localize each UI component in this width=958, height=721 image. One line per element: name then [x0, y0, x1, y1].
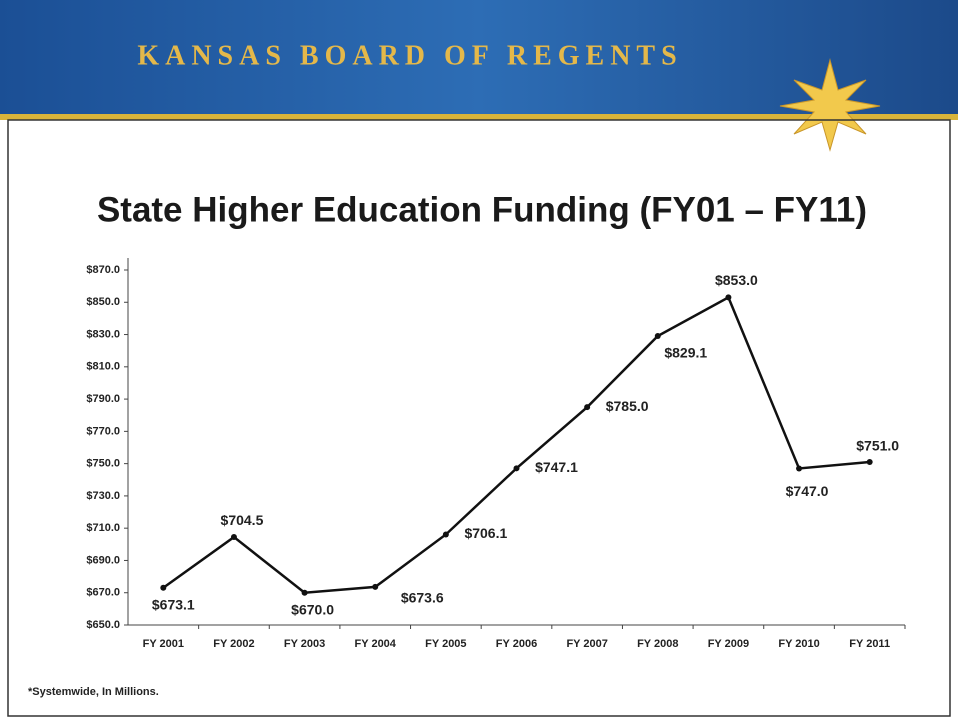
value-label: $747.1	[535, 459, 578, 475]
data-point	[230, 534, 237, 541]
data-point	[442, 531, 449, 538]
header-title: KANSAS BOARD OF REGENTS	[137, 40, 682, 71]
value-label: $673.1	[152, 596, 195, 612]
value-label: $785.0	[606, 398, 649, 414]
slide-border	[7, 119, 951, 717]
x-tick-label: FY 2005	[425, 638, 466, 650]
y-tick-label: $670.0	[86, 587, 120, 599]
data-point	[513, 465, 520, 472]
value-label: $829.1	[664, 345, 707, 361]
data-point	[301, 589, 308, 596]
data-point	[725, 294, 732, 301]
header-band	[0, 0, 958, 114]
header-rule	[0, 114, 958, 120]
value-label: $673.6	[401, 590, 444, 606]
value-label: $751.0	[856, 438, 899, 454]
x-tick-label: FY 2008	[637, 638, 678, 650]
y-tick-label: $870.0	[86, 264, 120, 276]
value-label: $706.1	[464, 525, 507, 541]
y-tick-label: $790.0	[86, 393, 120, 405]
value-label: $670.0	[291, 601, 334, 617]
y-tick-label: $650.0	[86, 619, 120, 631]
x-tick-label: FY 2009	[708, 638, 749, 650]
footnote: *Systemwide, In Millions.	[28, 686, 159, 698]
x-tick-label: FY 2007	[566, 638, 607, 650]
value-label: $747.0	[786, 483, 829, 499]
x-tick-label: FY 2011	[849, 638, 890, 650]
data-point	[372, 583, 379, 590]
data-point	[584, 404, 591, 411]
data-point	[160, 584, 167, 591]
y-tick-label: $770.0	[86, 425, 120, 437]
x-tick-label: FY 2004	[355, 638, 397, 650]
y-tick-label: $830.0	[86, 328, 120, 340]
data-point	[796, 465, 803, 472]
y-tick-label: $710.0	[86, 522, 120, 534]
x-tick-label: FY 2006	[496, 638, 537, 650]
x-tick-label: FY 2003	[284, 638, 325, 650]
y-tick-label: $850.0	[86, 296, 120, 308]
value-label: $853.0	[715, 272, 758, 288]
plot: $650.0 $670.0 $690.0 $710.0 $730.0 $750.0 $770…	[86, 258, 906, 650]
y-tick-label: $690.0	[86, 554, 120, 566]
chart-title: State Higher Education Funding (FY01 – F…	[97, 190, 867, 229]
x-tick-label: FY 2010	[778, 638, 819, 650]
data-point	[654, 332, 661, 339]
value-label: $704.5	[221, 512, 264, 528]
y-tick-label: $730.0	[86, 490, 120, 502]
x-tick-label: FY 2001	[143, 638, 184, 650]
y-tick-label: $810.0	[86, 361, 120, 373]
y-tick-label: $750.0	[86, 458, 120, 470]
star-logo	[779, 58, 881, 152]
data-point	[866, 459, 873, 466]
x-tick-label: FY 2002	[213, 638, 254, 650]
